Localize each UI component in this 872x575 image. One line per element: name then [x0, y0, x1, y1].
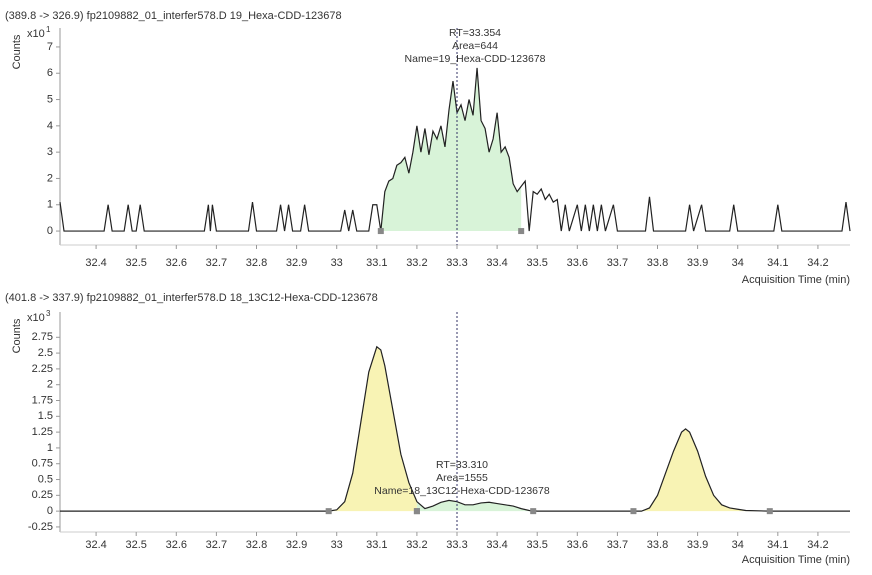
x-tick-label: 33 [331, 257, 343, 269]
x-tick-label: 32.4 [85, 257, 106, 269]
y-axis-label: Counts [11, 34, 23, 69]
x-tick-label: 34.2 [807, 257, 828, 269]
x-tick-label: 33.8 [647, 257, 668, 269]
x-tick-label: 32.9 [286, 539, 307, 551]
x-tick-label: 33.7 [607, 539, 628, 551]
x-tick-label: 33.9 [687, 539, 708, 551]
x-tick-label: 33.6 [567, 257, 588, 269]
trace-line [60, 345, 850, 512]
x-tick-label: 33.2 [406, 539, 427, 551]
x-axis-label: Acquisition Time (min) [742, 274, 850, 286]
chart-panel: (389.8 -> 326.9) fp2109882_01_interfer57… [5, 10, 851, 286]
peak-annotation: Name=19_Hexa-CDD-123678 [405, 53, 546, 65]
y-tick-label: 1 [47, 199, 53, 211]
chart-panel: (401.8 -> 337.9) fp2109882_01_interfer57… [5, 292, 850, 566]
y-tick-label: -0.25 [28, 521, 53, 533]
trace-line [59, 67, 851, 232]
y-tick-label: 1.75 [32, 394, 53, 406]
peak-annotation: Name=18_13C12-Hexa-CDD-123678 [374, 485, 550, 497]
y-tick-label: 2.5 [38, 347, 53, 359]
peak-marker [377, 228, 384, 235]
y-tick-label: 5 [47, 93, 53, 105]
y-tick-label: 2 [47, 379, 53, 391]
y-tick-label: 2 [47, 172, 53, 184]
y-axis-label: Counts [11, 318, 23, 353]
x-tick-label: 32.5 [125, 539, 146, 551]
y-tick-label: 3 [47, 146, 53, 158]
x-tick-label: 32.7 [206, 539, 227, 551]
x-tick-label: 34.2 [807, 539, 828, 551]
y-multiplier: x10 [27, 312, 45, 324]
x-tick-label: 34.1 [767, 257, 788, 269]
peak-marker [518, 228, 525, 235]
x-tick-label: 33.1 [366, 257, 387, 269]
peak-annotation: RT=33.310 [436, 459, 488, 471]
peak-fill [416, 500, 534, 512]
x-tick-label: 32.6 [166, 539, 187, 551]
peak-marker [413, 508, 420, 515]
x-tick-label: 32.8 [246, 257, 267, 269]
y-tick-label: 0 [47, 225, 53, 237]
y-tick-label: 2.75 [32, 331, 53, 343]
y-tick-label: 6 [47, 67, 53, 79]
x-tick-label: 33.3 [446, 257, 467, 269]
x-axis-label: Acquisition Time (min) [742, 554, 850, 566]
x-tick-label: 33.2 [406, 257, 427, 269]
y-exponent: 3 [46, 309, 51, 318]
y-tick-label: 1.25 [32, 426, 53, 438]
y-tick-label: 0.25 [32, 489, 53, 501]
x-tick-label: 33.7 [607, 257, 628, 269]
x-tick-label: 33 [331, 539, 343, 551]
peak-marker [630, 508, 637, 515]
chart-title: (401.8 -> 337.9) fp2109882_01_interfer57… [5, 292, 378, 304]
peak-marker [766, 508, 773, 515]
x-tick-label: 34 [732, 257, 744, 269]
y-tick-label: 4 [47, 120, 53, 132]
y-tick-label: 7 [47, 41, 53, 53]
peak-marker [325, 508, 332, 515]
x-tick-label: 32.9 [286, 257, 307, 269]
peak-fill [380, 67, 522, 232]
y-tick-label: 0.5 [38, 473, 53, 485]
x-tick-label: 32.6 [166, 257, 187, 269]
x-tick-label: 33.5 [526, 257, 547, 269]
peak-fill [328, 346, 417, 512]
x-tick-label: 33.5 [526, 539, 547, 551]
chart-title: (389.8 -> 326.9) fp2109882_01_interfer57… [5, 10, 342, 22]
x-tick-label: 33.8 [647, 539, 668, 551]
peak-annotation: Area=1555 [436, 472, 488, 484]
x-tick-label: 32.8 [246, 539, 267, 551]
peak-annotation: Area=644 [452, 40, 498, 52]
y-tick-label: 1.5 [38, 410, 53, 422]
x-tick-label: 34.1 [767, 539, 788, 551]
peak-fill [633, 428, 770, 512]
x-tick-label: 32.5 [125, 257, 146, 269]
y-tick-label: 0 [47, 505, 53, 517]
y-tick-label: 2.25 [32, 363, 53, 375]
peak-marker [530, 508, 537, 515]
x-tick-label: 33.1 [366, 539, 387, 551]
peak-annotation: RT=33.354 [449, 27, 501, 39]
x-tick-label: 33.6 [567, 539, 588, 551]
x-tick-label: 32.4 [85, 539, 106, 551]
y-multiplier: x10 [27, 28, 45, 40]
x-tick-label: 33.4 [486, 257, 507, 269]
x-tick-label: 33.9 [687, 257, 708, 269]
x-tick-label: 32.7 [206, 257, 227, 269]
y-tick-label: 0.75 [32, 458, 53, 470]
y-tick-label: 1 [47, 442, 53, 454]
x-tick-label: 33.4 [486, 539, 507, 551]
y-exponent: 1 [46, 25, 51, 34]
x-tick-label: 33.3 [446, 539, 467, 551]
x-tick-label: 34 [732, 539, 744, 551]
